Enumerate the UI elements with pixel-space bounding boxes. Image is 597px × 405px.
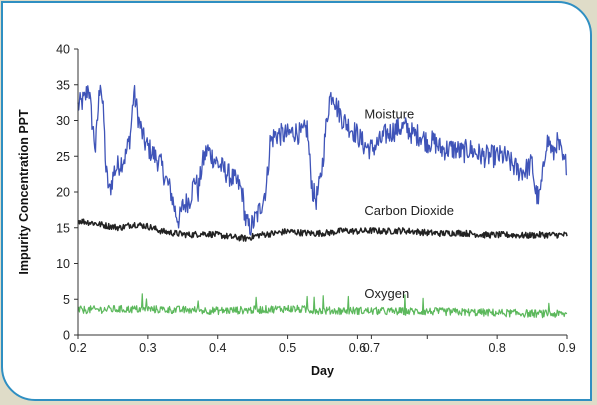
y-tick-label: 30 xyxy=(56,114,70,128)
x-tick-label: 0.7 xyxy=(363,341,380,355)
series-layer xyxy=(77,84,568,319)
x-tick-label: 0.2 xyxy=(69,341,86,355)
series-line xyxy=(77,293,568,319)
x-tick-label: 0.9 xyxy=(558,341,575,355)
y-tick-label: 0 xyxy=(63,329,70,343)
labels-layer: 0 5 10 15 20 25 30 35 40 0.2 0.3 0.4 0.5 0.60.7 0.8 0.9… xyxy=(56,43,576,356)
y-tick-label: 5 xyxy=(63,293,70,307)
y-tick-label: 15 xyxy=(56,221,70,235)
series-label: Carbon Dioxide xyxy=(364,203,454,218)
y-tick-label: 25 xyxy=(56,150,70,164)
x-tick-label: 0.8 xyxy=(488,341,505,355)
chart-frame xyxy=(1,1,592,401)
ticks-layer xyxy=(74,48,568,339)
axes-layer xyxy=(77,49,567,336)
y-tick-label: 35 xyxy=(56,78,70,92)
series-line xyxy=(77,84,568,236)
x-tick-label: 0.5 xyxy=(279,341,296,355)
x-tick-label: 0.4 xyxy=(209,341,226,355)
x-tick-label: 0.6 xyxy=(349,341,366,355)
series-label: Oxygen xyxy=(364,286,409,301)
series-label: Moisture xyxy=(364,106,414,121)
y-tick-label: 40 xyxy=(56,43,70,57)
series-line xyxy=(77,218,568,242)
y-tick-label: 20 xyxy=(56,186,70,200)
x-axis-title: Day xyxy=(311,364,334,378)
y-tick-label: 10 xyxy=(56,257,70,271)
x-tick-label: 0.3 xyxy=(139,341,156,355)
y-axis-title: Impurity Concentration PPT xyxy=(17,109,31,275)
